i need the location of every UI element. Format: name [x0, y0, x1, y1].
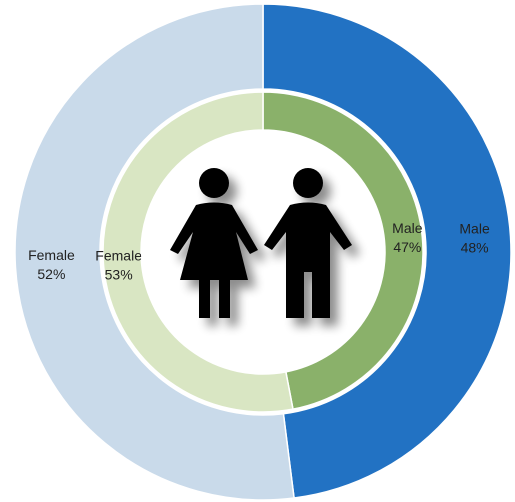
slice-label: Male — [459, 220, 490, 236]
slice-value-label: 53% — [105, 266, 133, 282]
people-icon — [170, 168, 352, 318]
slice-label: Female — [95, 247, 142, 263]
slice-value-label: 47% — [393, 239, 421, 255]
slice-label: Female — [28, 247, 75, 263]
donut-slice — [14, 3, 295, 501]
slice-value-label: 52% — [37, 266, 65, 282]
slice-value-label: 48% — [461, 239, 489, 255]
rings: Male 48% Female 52% Male 47% Female 53% — [14, 3, 512, 501]
donut-slice — [262, 3, 512, 499]
slice-label: Male — [392, 220, 423, 236]
